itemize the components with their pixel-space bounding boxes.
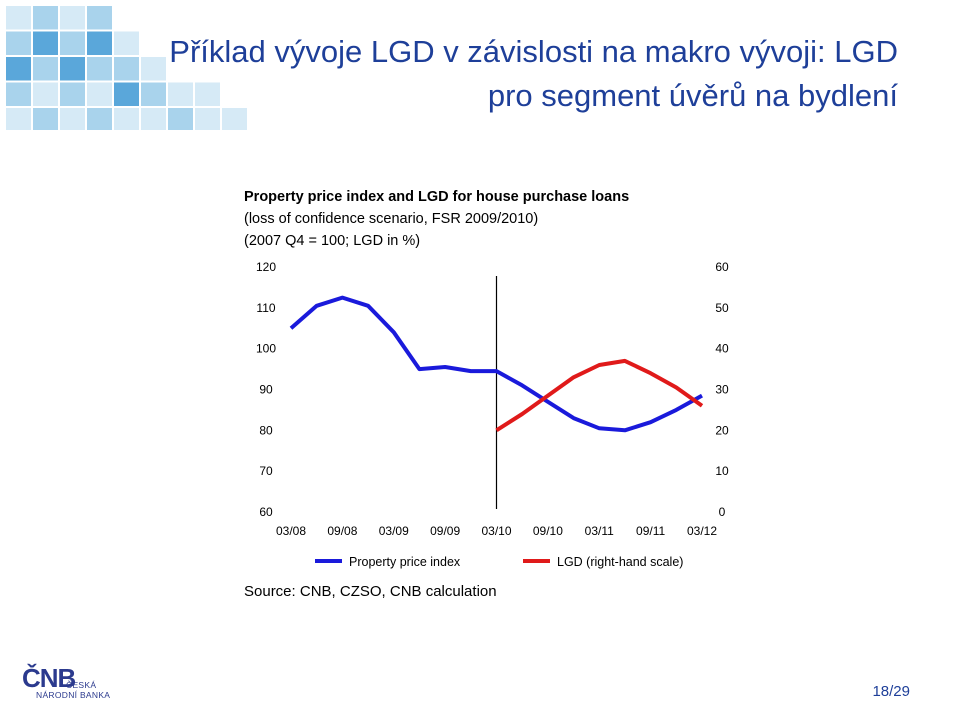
deco-square: [87, 108, 112, 130]
left-axis-tick-label: 100: [256, 342, 276, 356]
series-line-2: [495, 358, 704, 432]
right-axis-tick-label: 50: [715, 301, 729, 315]
deco-square: [33, 82, 58, 106]
deco-square: [114, 57, 139, 81]
logo-text: ČESKÁ NÁRODNÍ BANKA: [36, 680, 110, 700]
deco-square: [87, 57, 112, 81]
source-note: Source: CNB, CZSO, CNB calculation: [244, 583, 497, 600]
deco-square: [195, 108, 220, 130]
deco-square: [6, 57, 31, 81]
deco-square: [195, 82, 220, 106]
deco-square: [114, 31, 139, 55]
x-axis-tick-label: 03/09: [379, 524, 409, 538]
deco-square: [6, 108, 31, 130]
deco-square: [60, 31, 85, 55]
left-axis-tick-label: 90: [259, 383, 273, 397]
x-axis-tick-label: 09/08: [327, 524, 357, 538]
deco-square: [87, 6, 112, 30]
decorative-squares: [6, 6, 247, 130]
slide-title: Příklad vývoje LGD v závislosti na makro…: [158, 30, 898, 118]
x-axis-tick-label: 03/08: [276, 524, 306, 538]
x-axis-tick-label: 03/11: [585, 524, 614, 538]
left-axis-tick-label: 80: [259, 423, 273, 437]
left-axis-tick-label: 70: [259, 464, 273, 478]
deco-square: [141, 57, 166, 81]
deco-square: [33, 108, 58, 130]
series-line-1: [289, 295, 703, 433]
right-axis-tick-label: 20: [715, 423, 729, 437]
right-axis-tick-label: 60: [715, 260, 729, 274]
deco-square: [168, 108, 193, 130]
deco-square: [222, 108, 247, 130]
right-axis-tick-label: 10: [715, 464, 729, 478]
legend-label-1: Property price index: [349, 555, 461, 569]
logo-line-1: ČESKÁ: [66, 680, 97, 690]
left-axis-tick-label: 120: [256, 260, 276, 274]
left-axis-tick-label: 60: [259, 505, 273, 519]
deco-square: [60, 82, 85, 106]
x-axis-tick-label: 03/10: [481, 524, 511, 538]
slide-title-line-2: pro segment úvěrů na bydlení: [487, 78, 898, 113]
deco-square: [6, 31, 31, 55]
x-axis-tick-label: 09/10: [533, 524, 563, 538]
chart-title: Property price index and LGD for house p…: [244, 189, 630, 205]
deco-square: [87, 82, 112, 106]
cnb-logo: ČNB ČESKÁ NÁRODNÍ BANKA: [22, 664, 122, 700]
deco-square: [141, 82, 166, 106]
deco-square: [6, 82, 31, 106]
deco-square: [114, 108, 139, 130]
deco-square: [6, 6, 31, 30]
page-number: 18/29: [872, 683, 910, 700]
right-axis-tick-label: 30: [715, 383, 729, 397]
left-axis-tick-label: 110: [256, 301, 275, 315]
slide-title-line-1: Příklad vývoje LGD v závislosti na makro…: [169, 34, 898, 69]
chart-heading: Property price index and LGD for house p…: [244, 186, 629, 252]
deco-square: [60, 108, 85, 130]
logo-mark: ČNB: [22, 663, 76, 693]
deco-square: [33, 57, 58, 81]
deco-square: [114, 82, 139, 106]
right-axis-tick-label: 40: [715, 342, 729, 356]
logo-line-2: NÁRODNÍ BANKA: [36, 690, 111, 700]
x-axis-tick-label: 09/11: [636, 524, 665, 538]
legend-label-2: LGD (right-hand scale): [557, 555, 683, 569]
deco-square: [141, 108, 166, 130]
x-axis-tick-label: 09/09: [430, 524, 460, 538]
right-axis-tick-label: 0: [719, 505, 726, 519]
chart-subtitle-2: (2007 Q4 = 100; LGD in %): [244, 233, 421, 249]
deco-square: [87, 31, 112, 55]
deco-square: [33, 6, 58, 30]
deco-square: [168, 82, 193, 106]
chart-subtitle-1: (loss of confidence scenario, FSR 2009/2…: [244, 211, 539, 227]
deco-square: [60, 6, 85, 30]
deco-square: [33, 31, 58, 55]
x-axis-tick-label: 03/12: [687, 524, 717, 538]
deco-square: [60, 57, 85, 81]
